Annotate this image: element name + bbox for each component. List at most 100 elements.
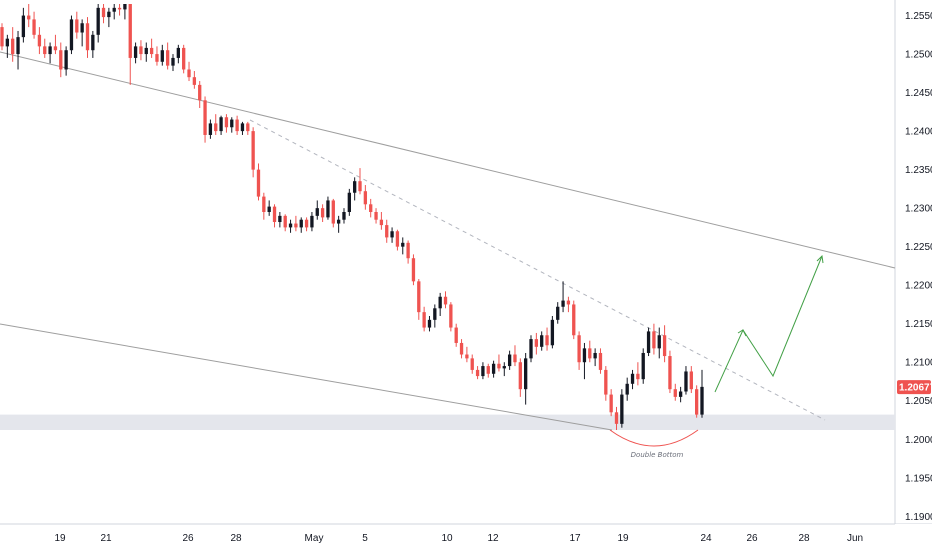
candle-body — [374, 212, 378, 220]
candle-body — [550, 319, 555, 346]
candle-body — [117, 7, 122, 10]
candle-body — [443, 296, 448, 305]
projection-path — [714, 255, 823, 393]
candle-body — [449, 304, 453, 328]
candle-body — [518, 362, 522, 390]
candle-body — [0, 27, 4, 47]
candle-body — [315, 208, 319, 216]
support-zone — [0, 414, 895, 431]
candle-body — [133, 46, 138, 58]
current-price-tag: 1.20677 — [897, 380, 932, 395]
price-tick-label: 1.25000 — [905, 50, 932, 61]
candle-body — [438, 296, 442, 309]
price-tick-label: 1.20500 — [905, 396, 932, 407]
time-axis[interactable]: 19 21 26 28 May 5 10 12 17 19 24 26 28 Jun — [54, 533, 863, 544]
candle-body — [299, 219, 303, 228]
candle-body — [48, 46, 52, 55]
candle-body — [486, 366, 490, 374]
candle-body — [401, 242, 405, 247]
dashed-resistance-line[interactable] — [249, 119, 826, 421]
price-tick-label: 1.19500 — [905, 473, 932, 484]
candle-body — [459, 342, 464, 355]
double-bottom-label: Double Bottom — [631, 451, 684, 459]
projection-arrowhead — [816, 254, 824, 264]
candle-body — [433, 308, 437, 320]
candle-body — [689, 371, 693, 390]
price-tick-label: 1.21000 — [905, 358, 932, 369]
candle-body — [128, 4, 132, 58]
candle-body — [43, 46, 47, 55]
candle-body — [246, 123, 250, 132]
candle-body — [230, 119, 234, 128]
candle-body — [278, 215, 282, 223]
date-tick-label: 19 — [617, 533, 629, 544]
channel-lower-line[interactable] — [0, 323, 613, 431]
channel-upper-line[interactable] — [0, 51, 896, 269]
candle-body — [497, 363, 501, 369]
annotation-layer — [609, 254, 824, 447]
candle-body — [224, 117, 229, 128]
candle-body — [347, 192, 351, 212]
candle-body — [395, 231, 400, 247]
candle-body — [203, 100, 207, 135]
candle-body — [101, 7, 106, 18]
date-tick-label: 10 — [441, 533, 453, 544]
candle-body — [609, 394, 613, 413]
candle-body — [283, 215, 287, 228]
candle-body — [32, 19, 36, 35]
candle-body — [577, 335, 581, 363]
date-tick-label: 12 — [487, 533, 499, 544]
price-tick-label: 1.22000 — [905, 281, 932, 292]
candle-body — [267, 206, 271, 212]
price-tick-label: 1.25500 — [905, 11, 932, 22]
price-tick-label: 1.23000 — [905, 204, 932, 215]
candle-body — [369, 204, 373, 212]
date-tick-label: 28 — [230, 533, 242, 544]
candle-body — [331, 200, 335, 224]
candle-body — [182, 47, 186, 70]
candle-body — [556, 306, 560, 320]
candle-body — [64, 50, 68, 70]
candle-body — [652, 331, 656, 349]
candle-body — [524, 358, 528, 390]
candle-body — [427, 319, 432, 328]
date-tick-label: 26 — [746, 533, 758, 544]
candle-body — [75, 19, 79, 33]
axis-corner — [895, 524, 932, 550]
date-tick-label: 19 — [54, 533, 66, 544]
price-tick-label: 1.19000 — [905, 512, 932, 523]
candle-body — [262, 196, 266, 212]
candle-body — [171, 57, 175, 66]
candle-body — [214, 123, 218, 132]
candle-body — [187, 69, 191, 78]
candle-body — [566, 300, 571, 305]
candle-body — [695, 389, 699, 415]
candle-body — [465, 354, 469, 359]
price-axis[interactable]: 1.25500 1.25000 1.24500 1.24000 1.23500 1.230… — [905, 11, 932, 523]
candle-body — [363, 191, 368, 205]
price-tag-value: 1.20677 — [899, 383, 932, 394]
candle-body — [417, 281, 421, 313]
projection-mid-arrowhead — [737, 329, 747, 337]
candle-body — [491, 363, 496, 374]
candle-body — [534, 339, 539, 347]
candle-body — [390, 231, 394, 238]
candle-body — [149, 47, 154, 55]
candle-body — [470, 358, 474, 370]
price-tick-label: 1.23500 — [905, 165, 932, 176]
date-tick-label: 5 — [362, 533, 368, 544]
candle-body — [662, 335, 667, 357]
candle-body — [572, 304, 576, 336]
candle-body — [507, 354, 512, 367]
candle-body — [342, 212, 346, 220]
candle-body — [80, 23, 84, 33]
candle-body — [53, 46, 58, 51]
candle-body — [176, 47, 180, 58]
candle-body — [69, 19, 74, 51]
candle-body — [11, 38, 15, 55]
candle-body — [144, 47, 148, 55]
candle-body — [684, 371, 688, 392]
trendline-layer[interactable] — [0, 51, 896, 431]
candle-body — [198, 84, 202, 101]
